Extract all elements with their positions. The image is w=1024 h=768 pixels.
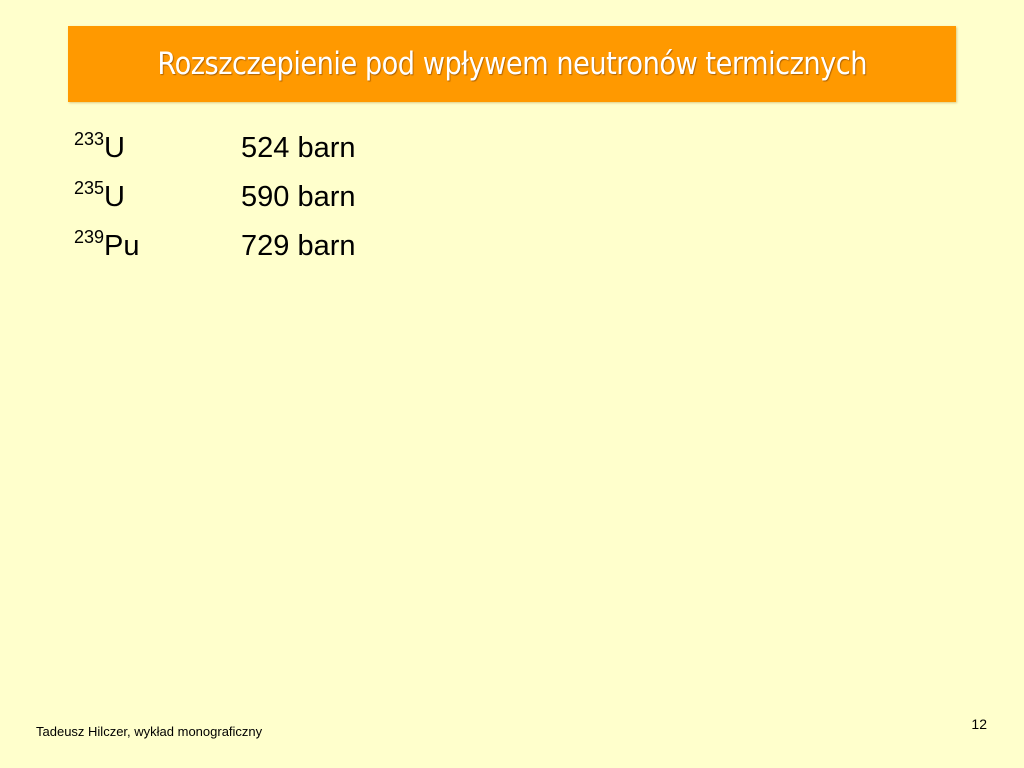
isotope-symbol: 239Pu [74, 227, 241, 263]
mass-number: 233 [74, 129, 105, 149]
mass-number: 235 [74, 178, 105, 198]
element-symbol: U [104, 181, 125, 213]
isotope-symbol: 235U [74, 178, 241, 214]
slide-title: Rozszczepienie pod wpływem neutronów ter… [157, 46, 867, 82]
element-symbol: U [104, 132, 125, 164]
isotope-row: 235U 590 barn [74, 178, 356, 230]
mass-number: 239 [74, 227, 105, 247]
element-symbol: Pu [104, 230, 140, 262]
cross-section-value: 729 barn [241, 230, 356, 262]
isotope-row: 239Pu 729 barn [74, 227, 356, 279]
cross-section-value: 590 barn [241, 181, 356, 213]
isotope-list: 233U 524 barn 235U 590 barn 239Pu 729 ba… [74, 129, 356, 279]
isotope-row: 233U 524 barn [74, 129, 356, 181]
slide-number: 12 [971, 716, 987, 732]
isotope-symbol: 233U [74, 129, 241, 165]
title-bar: Rozszczepienie pod wpływem neutronów ter… [68, 26, 956, 102]
footer-author: Tadeusz Hilczer, wykład monograficzny [36, 724, 263, 739]
cross-section-value: 524 barn [241, 132, 356, 164]
